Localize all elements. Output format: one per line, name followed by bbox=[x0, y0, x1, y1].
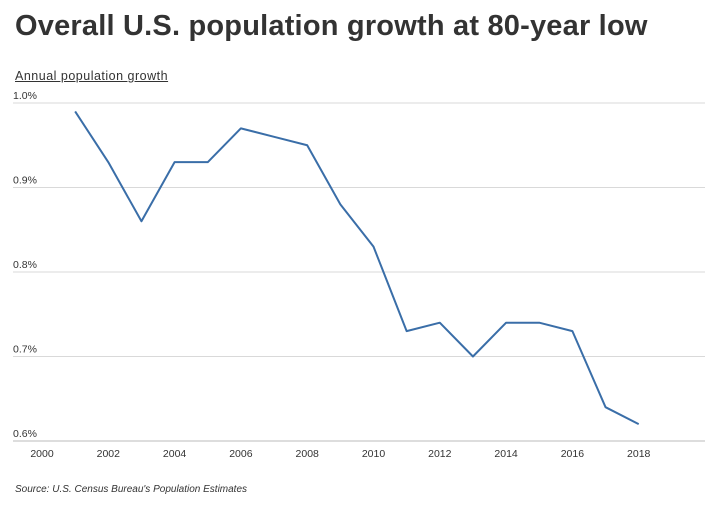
x-tick-label: 2004 bbox=[163, 448, 187, 460]
x-tick-label: 2014 bbox=[494, 448, 518, 460]
x-tick-label: 2008 bbox=[296, 448, 320, 460]
y-tick-label: 0.8% bbox=[13, 259, 37, 271]
y-tick-label: 0.6% bbox=[13, 428, 37, 440]
y-tick-label: 1.0% bbox=[13, 90, 37, 102]
y-axis-label: Annual population growth bbox=[15, 69, 169, 83]
x-tick-label: 2000 bbox=[30, 448, 54, 460]
y-tick-label: 0.9% bbox=[13, 175, 37, 187]
x-tick-label: 2018 bbox=[627, 448, 651, 460]
x-tick-label: 2016 bbox=[561, 448, 585, 460]
source-note: Source: U.S. Census Bureau's Population … bbox=[15, 484, 248, 495]
x-tick-label: 2010 bbox=[362, 448, 386, 460]
x-tick-label: 2006 bbox=[229, 448, 253, 460]
y-tick-label: 0.7% bbox=[13, 344, 37, 356]
chart-title: Overall U.S. population growth at 80-yea… bbox=[15, 10, 648, 42]
x-tick-label: 2012 bbox=[428, 448, 452, 460]
series-line bbox=[74, 110, 640, 425]
x-tick-label: 2002 bbox=[97, 448, 121, 460]
